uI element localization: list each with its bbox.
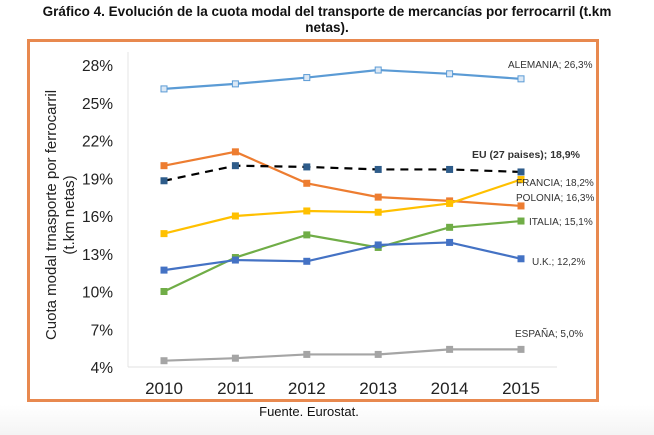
y-tick-label: 19%: [82, 171, 113, 188]
data-point-alemania: [517, 75, 525, 83]
series-labels: ALEMANIA; 26,3% EU (27 paises); 18,9% FRAN…: [472, 60, 594, 340]
axes: 4% 7% 10% 13% 16% 19% 22% 25% 28% 2010 2011 2012 201…: [82, 52, 557, 398]
series-label-francia: FRANCIA; 18,2%: [516, 178, 594, 189]
chart-title-line1: Gráfico 4. Evolución de la cuota modal d…: [42, 4, 612, 19]
series-label-alemania: ALEMANIA; 26,3%: [508, 60, 593, 71]
data-point-italia: [517, 217, 525, 225]
data-point-alemania: [160, 85, 168, 93]
data-point-espana: [303, 350, 311, 358]
data-point-italia: [446, 223, 454, 231]
data-point-eu-27-paises: [160, 177, 168, 185]
series-line-francia: [163, 178, 522, 235]
series-label-espana: ESPAÑA; 5,0%: [515, 327, 583, 340]
data-point-francia: [374, 208, 382, 216]
data-point-polonia: [517, 202, 525, 210]
data-point-u-k: [446, 238, 454, 246]
data-point-alemania: [231, 80, 239, 88]
chart-title: Gráfico 4. Evolución de la cuota modal d…: [0, 4, 654, 36]
data-point-francia: [517, 176, 525, 184]
data-point-francia: [231, 212, 239, 220]
source-note: Fuente. Eurostat.: [0, 404, 654, 419]
y-tick-label: 7%: [91, 322, 114, 339]
series-group: [160, 66, 525, 365]
series-line-polonia: [163, 150, 522, 208]
data-point-eu-27-paises: [517, 168, 525, 176]
data-point-eu-27-paises: [374, 165, 382, 173]
x-tick-label: 2014: [431, 379, 469, 398]
data-point-italia: [303, 231, 311, 239]
data-point-espana: [160, 357, 168, 365]
series-line-u-k: [163, 241, 522, 272]
data-point-francia: [303, 207, 311, 215]
data-point-u-k: [374, 241, 382, 249]
data-point-alemania: [303, 74, 311, 82]
x-tick-label: 2015: [502, 379, 540, 398]
data-point-espana: [446, 345, 454, 353]
series-label-italia: ITALIA; 15,1%: [529, 217, 593, 228]
data-point-alemania: [374, 66, 382, 74]
data-point-polonia: [374, 193, 382, 201]
y-tick-label: 13%: [82, 247, 113, 264]
data-point-eu-27-paises: [231, 162, 239, 170]
data-point-alemania: [446, 70, 454, 78]
data-point-eu-27-paises: [446, 165, 454, 173]
y-axis-label-group: Cuota modal trnasporte por ferrocarril (…: [43, 90, 78, 340]
chart-frame: [27, 39, 599, 402]
data-point-u-k: [517, 255, 525, 263]
x-tick-label: 2013: [359, 379, 397, 398]
data-point-espana: [374, 350, 382, 358]
series-label-polonia: POLONIA; 16,3%: [516, 193, 594, 204]
data-point-espana: [231, 354, 239, 362]
y-tick-label: 4%: [91, 360, 114, 377]
series-label-eu-27-paises: EU (27 paises); 18,9%: [472, 149, 581, 161]
data-point-u-k: [231, 256, 239, 264]
x-tick-label: 2010: [145, 379, 183, 398]
data-point-u-k: [303, 257, 311, 265]
y-tick-label: 16%: [82, 209, 113, 226]
data-point-francia: [446, 199, 454, 207]
series-label-u-k: U.K.; 12,2%: [532, 257, 585, 268]
x-tick-label: 2011: [217, 379, 254, 398]
data-point-eu-27-paises: [303, 163, 311, 171]
x-tick-label: 2012: [288, 379, 326, 398]
series-line-alemania: [163, 68, 522, 91]
data-point-polonia: [303, 179, 311, 187]
series-line-italia: [163, 219, 522, 293]
y-tick-label: 28%: [82, 58, 113, 75]
data-point-espana: [517, 345, 525, 353]
series-line-eu-27-paises: [163, 164, 522, 182]
data-point-italia: [160, 288, 168, 295]
data-point-polonia: [160, 162, 168, 170]
y-axis-label-line2: (t.km netas): [61, 175, 78, 254]
y-tick-label: 22%: [82, 134, 113, 151]
y-axis-label-line1: Cuota modal trnasporte por ferrocarril: [43, 90, 60, 340]
source-text: Fuente. Eurostat.: [259, 404, 359, 419]
data-point-polonia: [231, 148, 239, 156]
data-point-francia: [160, 230, 168, 238]
y-tick-label: 10%: [82, 285, 113, 302]
series-line-espana: [163, 348, 521, 362]
chart-title-line2: netas).: [305, 20, 349, 35]
data-point-u-k: [160, 266, 168, 274]
y-tick-label: 25%: [82, 96, 113, 113]
